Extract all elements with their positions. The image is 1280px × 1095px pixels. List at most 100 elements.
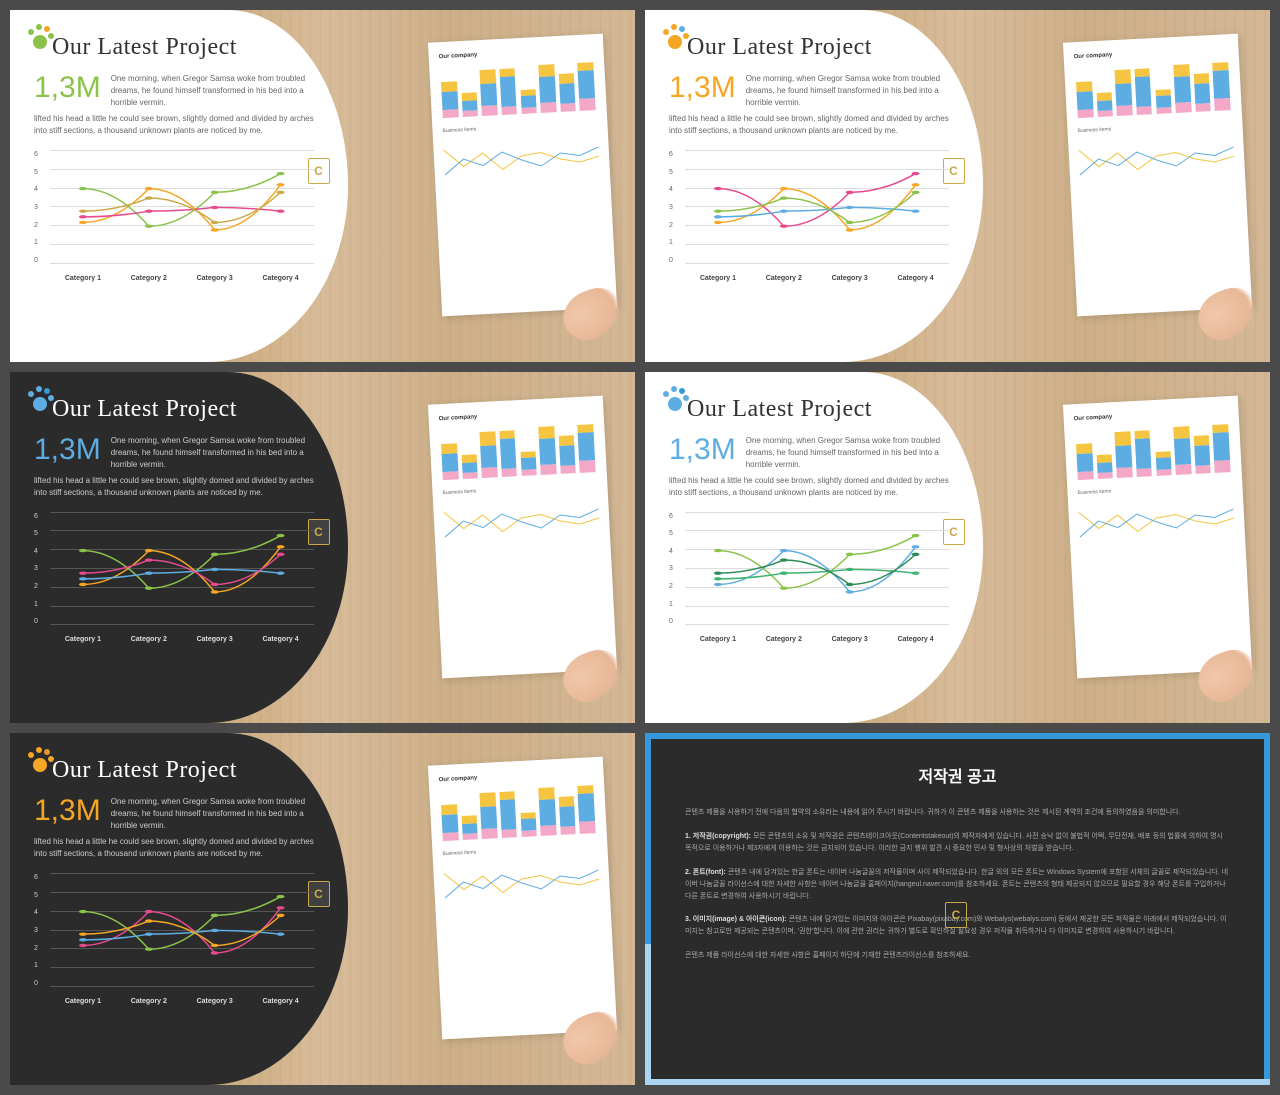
project-slide: Our company Business items Our Latest Pr… (10, 372, 635, 724)
mini-bar (1115, 69, 1133, 116)
intro-text: One morning, when Gregor Samsa woke from… (746, 435, 959, 471)
project-slide: Our company Business items Our Latest Pr… (10, 10, 635, 362)
x-axis: Category 1Category 2Category 3Category 4 (685, 275, 949, 282)
slide-title: Our Latest Project (52, 396, 324, 423)
mini-bar (559, 73, 576, 112)
project-slide: Our company Business items Our Latest Pr… (645, 372, 1270, 724)
x-axis: Category 1Category 2Category 3Category 4 (50, 275, 314, 282)
border-decoration (1264, 733, 1270, 1085)
mini-bar (1134, 430, 1152, 477)
line-chart: 0123456 Category 1Category 2Category 3Ca… (34, 513, 324, 644)
x-label: Category 2 (131, 998, 167, 1005)
mini-bar (1076, 81, 1093, 118)
x-label: Category 2 (766, 636, 802, 643)
paper-chart: Our company Business items (1063, 34, 1252, 317)
border-decoration (645, 733, 1270, 739)
y-axis: 0123456 (34, 874, 48, 987)
mini-line-chart (443, 132, 600, 180)
x-label: Category 3 (197, 275, 233, 282)
paw-icon (28, 747, 54, 773)
mini-bar (480, 431, 498, 478)
stat-number: 1,3M (669, 73, 736, 103)
content-panel: Our Latest Project 1,3M One morning, whe… (10, 372, 348, 724)
x-label: Category 2 (131, 636, 167, 643)
mini-bar (461, 454, 478, 479)
mini-bar (1096, 92, 1113, 117)
x-label: Category 4 (262, 636, 298, 643)
intro-text: One morning, when Gregor Samsa woke from… (111, 435, 324, 471)
mini-bar (578, 785, 596, 834)
paw-icon (28, 24, 54, 50)
mini-bar (1213, 62, 1231, 111)
paper-subtitle: Business items (1077, 120, 1232, 134)
border-decoration (645, 733, 651, 944)
content-panel: Our Latest Project 1,3M One morning, whe… (645, 10, 983, 362)
mini-bar (1194, 435, 1211, 474)
y-axis: 0123456 (34, 513, 48, 626)
copyright-para: 1. 저작권(copyright): 모든 콘텐츠의 소유 및 저작권은 콘텐츠… (685, 831, 1230, 855)
x-label: Category 2 (766, 275, 802, 282)
plot-area (685, 151, 949, 264)
x-label: Category 3 (832, 636, 868, 643)
copyright-slide: 저작권 공고 콘텐츠 제품을 사용하기 전에 다음의 협약의 소유라는 내용에 … (645, 733, 1270, 1085)
copyright-title: 저작권 공고 (685, 763, 1230, 787)
mini-bar (538, 426, 556, 475)
paper-title: Our company (439, 46, 594, 60)
paw-icon (663, 386, 689, 412)
mini-bar (499, 792, 517, 839)
mini-bar (1155, 89, 1172, 114)
mini-bar (499, 430, 517, 477)
mini-bar (480, 793, 498, 840)
mini-bar (1155, 451, 1172, 476)
paper-title: Our company (1074, 408, 1229, 422)
x-label: Category 3 (197, 998, 233, 1005)
paw-icon (663, 24, 689, 50)
slide-title: Our Latest Project (52, 757, 324, 784)
line-chart: 0123456 Category 1Category 2Category 3Ca… (669, 513, 959, 644)
project-slide: Our company Business items Our Latest Pr… (645, 10, 1270, 362)
mini-bar (1173, 426, 1191, 475)
mini-bar (461, 92, 478, 117)
line-chart: 0123456 Category 1Category 2Category 3Ca… (34, 151, 324, 282)
x-label: Category 3 (197, 636, 233, 643)
content-panel: Our Latest Project 1,3M One morning, whe… (10, 10, 348, 362)
description-text: lifted his head a little he could see br… (34, 836, 324, 860)
mini-bar (520, 89, 537, 114)
line-chart: 0123456 Category 1Category 2Category 3Ca… (34, 874, 324, 1005)
mini-bar (1076, 443, 1093, 480)
mini-line-chart (443, 494, 600, 542)
paper-chart: Our company Business items (428, 34, 617, 317)
x-label: Category 2 (131, 275, 167, 282)
mini-bar-chart (1074, 422, 1231, 480)
intro-text: One morning, when Gregor Samsa woke from… (111, 73, 324, 109)
mini-bar-chart (439, 422, 596, 480)
mini-bar (1115, 431, 1133, 478)
content-panel: Our Latest Project 1,3M One morning, whe… (645, 372, 983, 724)
border-decoration (645, 1079, 1270, 1085)
mini-bar (538, 64, 556, 113)
mini-bar (499, 68, 517, 115)
paper-chart: Our company Business items (428, 757, 617, 1040)
x-label: Category 1 (65, 636, 101, 643)
mini-bar-chart (1074, 60, 1231, 118)
mini-bar (1213, 424, 1231, 473)
stat-number: 1,3M (34, 796, 101, 826)
mini-bar (1096, 454, 1113, 479)
x-axis: Category 1 Category 2 Category 3 Category 4 (50, 636, 314, 643)
x-label: Category 3 (832, 275, 868, 282)
y-axis: 0123456 (34, 151, 48, 264)
mini-bar (441, 81, 458, 118)
paper-subtitle: Business items (442, 120, 597, 134)
plot-area (50, 151, 314, 264)
paw-icon (28, 386, 54, 412)
plot-area (50, 874, 314, 987)
paper-title: Our company (439, 408, 594, 422)
content-panel: Our Latest Project 1,3M One morning, whe… (10, 733, 348, 1085)
mini-line-chart (1078, 132, 1235, 180)
mini-bar (578, 424, 596, 473)
paper-chart: Our company Business items (428, 395, 617, 678)
stat-number: 1,3M (34, 435, 101, 465)
x-label: Category 1 (700, 275, 736, 282)
mini-line-chart (443, 855, 600, 903)
slide-title: Our Latest Project (687, 34, 959, 61)
